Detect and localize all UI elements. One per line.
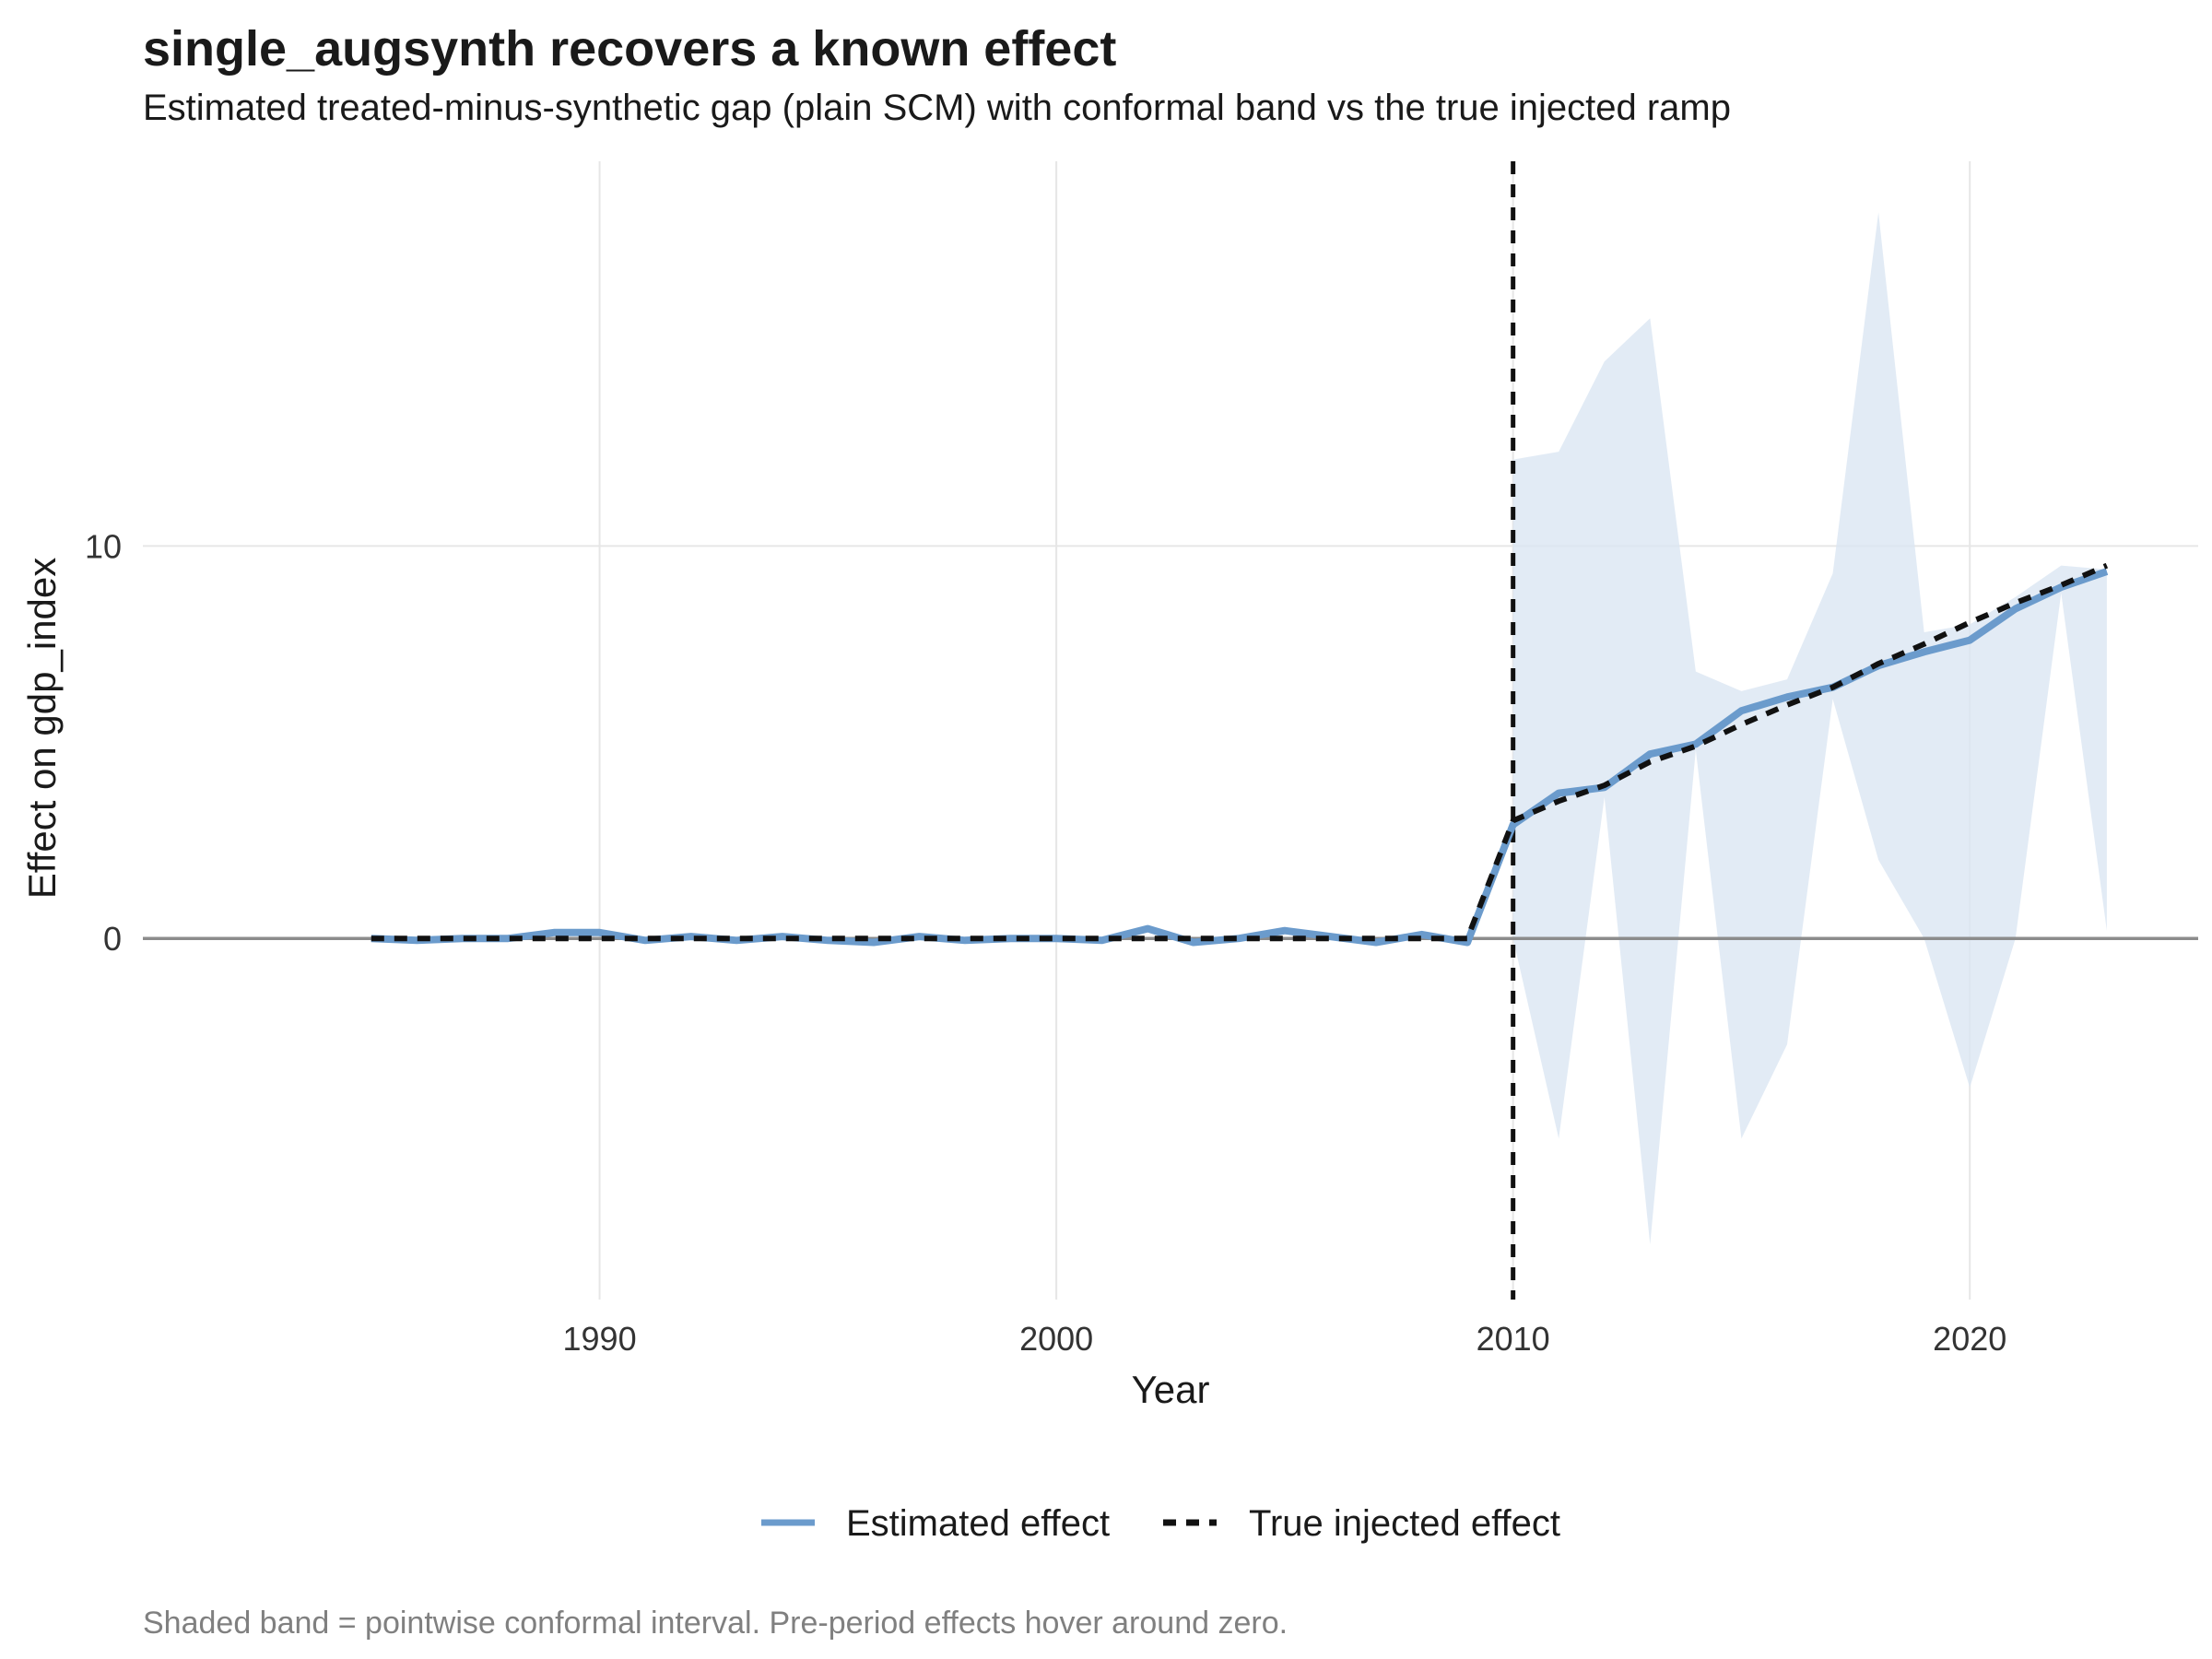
y-tick-label-10: 10	[85, 527, 122, 565]
y-axis-title: Effect on gdp_index	[20, 558, 64, 900]
series-line-true-effect	[371, 562, 2109, 942]
chart-caption: Shaded band = pointwise conformal interv…	[143, 1606, 1288, 1641]
tick-labels: 1990 2000 2010 2020 0 10	[85, 527, 2006, 1358]
series	[371, 562, 2109, 947]
legend-item-estimated: Estimated effect	[761, 1503, 1110, 1544]
legend-item-true: True injected effect	[1163, 1503, 1560, 1544]
x-tick-label-1990: 1990	[563, 1320, 637, 1358]
x-axis-title: Year	[1132, 1368, 1210, 1411]
legend-label-true: True injected effect	[1249, 1503, 1560, 1544]
legend-label-estimated: Estimated effect	[846, 1503, 1110, 1544]
x-tick-label-2000: 2000	[1019, 1320, 1093, 1358]
x-tick-label-2010: 2010	[1477, 1320, 1550, 1358]
legend: Estimated effect True injected effect	[761, 1503, 1560, 1544]
conformal-band	[1512, 212, 2107, 1245]
x-tick-label-2020: 2020	[1933, 1320, 2006, 1358]
conformal-band-area	[1512, 212, 2107, 1245]
chart-title: single_augsynth recovers a known effect	[143, 21, 1117, 76]
y-tick-label-0: 0	[103, 920, 122, 958]
chart-subtitle: Estimated treated-minus-synthetic gap (p…	[143, 88, 1731, 128]
